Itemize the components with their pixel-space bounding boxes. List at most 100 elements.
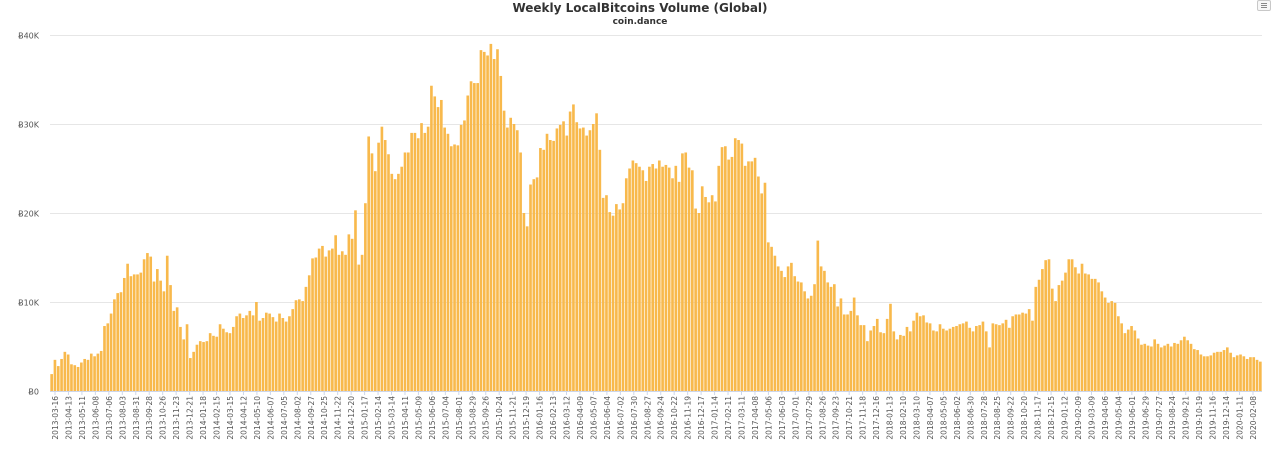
bar[interactable]	[288, 316, 291, 391]
bar[interactable]	[938, 324, 942, 391]
bar[interactable]	[724, 146, 727, 391]
bar[interactable]	[70, 364, 73, 391]
bar[interactable]	[1037, 279, 1041, 391]
bar[interactable]	[1159, 347, 1163, 391]
bar[interactable]	[994, 324, 998, 391]
bar[interactable]	[908, 331, 912, 391]
bar[interactable]	[169, 285, 172, 391]
bar[interactable]	[1156, 343, 1160, 391]
bar[interactable]	[582, 127, 585, 391]
bar[interactable]	[1054, 301, 1057, 391]
bar[interactable]	[1196, 350, 1199, 391]
bar[interactable]	[833, 284, 836, 391]
bar[interactable]	[737, 140, 740, 391]
bar[interactable]	[961, 323, 965, 391]
bar[interactable]	[1235, 355, 1239, 391]
bar[interactable]	[823, 270, 826, 391]
bar[interactable]	[1117, 316, 1120, 391]
bar[interactable]	[1130, 326, 1133, 391]
bar[interactable]	[1090, 278, 1094, 391]
bar[interactable]	[347, 234, 351, 391]
bar[interactable]	[799, 282, 803, 391]
bar[interactable]	[539, 148, 542, 391]
bar[interactable]	[558, 124, 562, 391]
bar[interactable]	[988, 347, 991, 391]
bar[interactable]	[562, 121, 565, 391]
bar[interactable]	[1024, 313, 1028, 391]
bar[interactable]	[443, 127, 446, 391]
bar[interactable]	[387, 154, 390, 391]
bar[interactable]	[1209, 355, 1213, 391]
bar[interactable]	[965, 321, 968, 391]
bar[interactable]	[1183, 336, 1186, 391]
bar[interactable]	[525, 226, 529, 391]
bar[interactable]	[469, 81, 473, 391]
bar[interactable]	[747, 161, 750, 391]
bar[interactable]	[152, 281, 156, 391]
bar[interactable]	[1110, 301, 1114, 391]
bar[interactable]	[301, 301, 304, 391]
bar[interactable]	[466, 95, 470, 392]
bar[interactable]	[436, 107, 440, 391]
bar[interactable]	[1245, 358, 1249, 391]
bar[interactable]	[225, 332, 228, 391]
bar[interactable]	[638, 166, 641, 391]
bar[interactable]	[971, 331, 975, 391]
bar[interactable]	[307, 275, 311, 391]
bar[interactable]	[175, 307, 179, 391]
bar[interactable]	[515, 130, 519, 392]
bar[interactable]	[109, 313, 113, 391]
bar[interactable]	[674, 165, 678, 391]
bar[interactable]	[1199, 354, 1203, 391]
bar[interactable]	[552, 140, 555, 391]
bar[interactable]	[192, 351, 195, 391]
bar[interactable]	[327, 250, 331, 391]
bar[interactable]	[377, 142, 380, 391]
bar[interactable]	[255, 302, 258, 391]
bar[interactable]	[179, 326, 182, 391]
bar[interactable]	[400, 166, 404, 391]
bar[interactable]	[776, 266, 780, 391]
bar[interactable]	[968, 327, 972, 391]
bar[interactable]	[1014, 314, 1018, 391]
bar[interactable]	[1064, 272, 1067, 391]
bar[interactable]	[231, 326, 235, 391]
bar[interactable]	[899, 334, 902, 391]
bar[interactable]	[380, 126, 384, 392]
bar[interactable]	[681, 153, 684, 391]
bar[interactable]	[50, 374, 53, 391]
bar[interactable]	[813, 284, 816, 391]
bar[interactable]	[195, 344, 199, 391]
bar[interactable]	[902, 335, 905, 391]
bar[interactable]	[99, 350, 103, 391]
bar[interactable]	[509, 117, 513, 392]
bar[interactable]	[413, 132, 417, 391]
bar[interactable]	[76, 366, 80, 391]
bar[interactable]	[83, 358, 86, 391]
bar[interactable]	[1113, 302, 1117, 391]
bar[interactable]	[872, 326, 876, 391]
bar[interactable]	[648, 166, 651, 391]
bar[interactable]	[806, 298, 810, 391]
bar[interactable]	[86, 359, 90, 391]
bar[interactable]	[383, 140, 387, 391]
bar[interactable]	[103, 326, 106, 391]
bar[interactable]	[298, 299, 301, 391]
bar[interactable]	[605, 195, 608, 391]
bar[interactable]	[859, 325, 863, 391]
bar[interactable]	[879, 332, 882, 391]
bar[interactable]	[819, 266, 823, 391]
bar[interactable]	[654, 168, 658, 392]
bar[interactable]	[1093, 278, 1097, 391]
bar[interactable]	[449, 146, 453, 391]
bar[interactable]	[198, 341, 202, 391]
bar[interactable]	[925, 322, 929, 391]
bar[interactable]	[1034, 286, 1038, 391]
bar[interactable]	[862, 325, 866, 391]
bar[interactable]	[1044, 260, 1048, 391]
bar[interactable]	[1222, 350, 1226, 391]
bar[interactable]	[1001, 323, 1005, 391]
bar[interactable]	[1206, 356, 1209, 391]
bar[interactable]	[486, 55, 489, 391]
bar[interactable]	[575, 122, 579, 391]
